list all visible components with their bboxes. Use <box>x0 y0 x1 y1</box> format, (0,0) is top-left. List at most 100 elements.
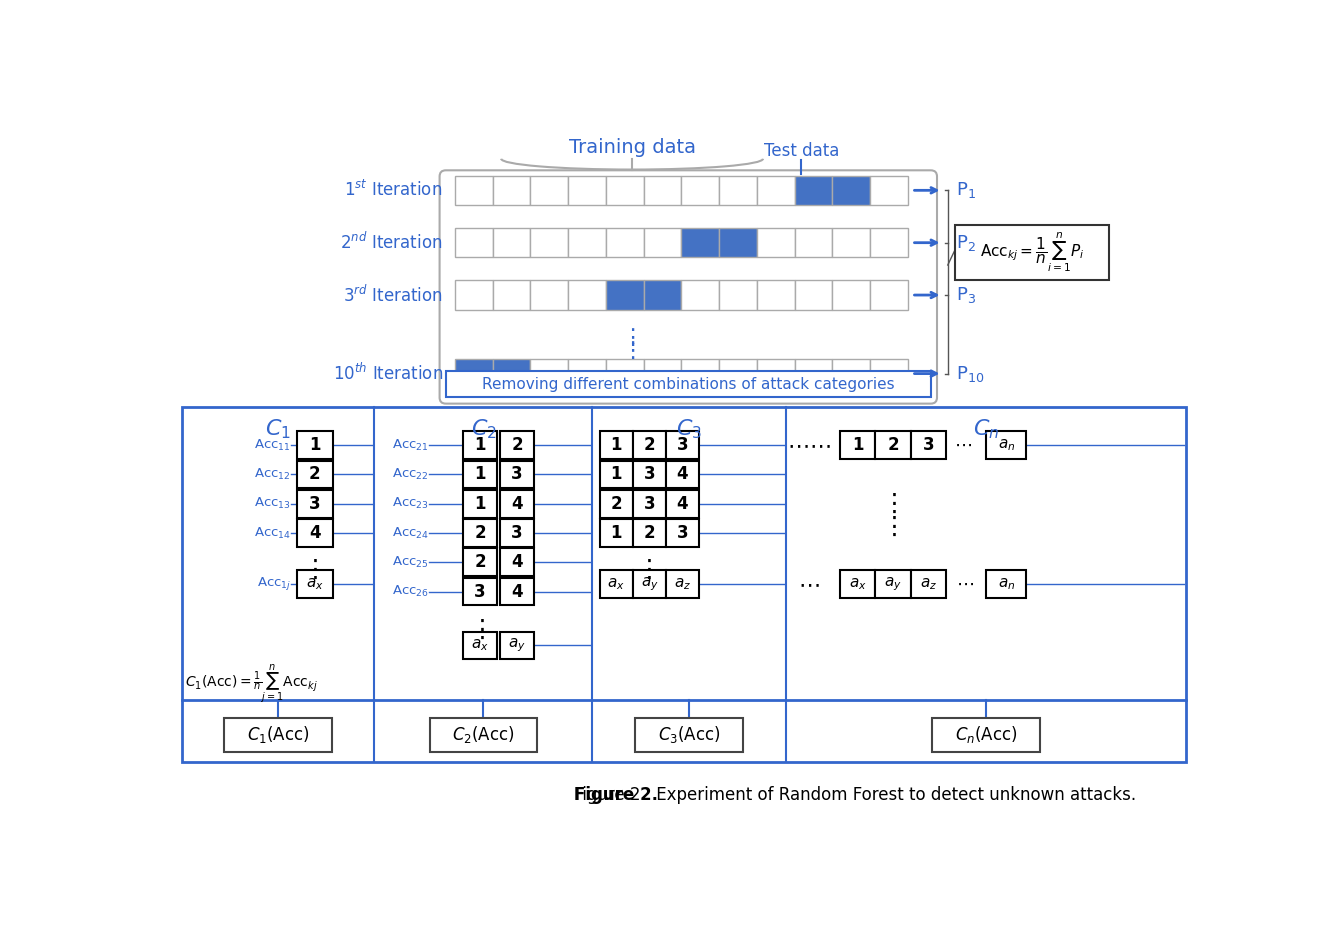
Text: $\mathrm{Acc}_{11}$: $\mathrm{Acc}_{11}$ <box>255 438 291 453</box>
Bar <box>463 631 498 659</box>
Text: 3: 3 <box>511 524 523 542</box>
Text: ⋮: ⋮ <box>470 618 495 642</box>
Bar <box>875 570 911 598</box>
Text: $a_x$: $a_x$ <box>848 576 867 592</box>
Bar <box>531 228 568 257</box>
Bar <box>224 718 332 751</box>
Text: 3: 3 <box>643 494 655 513</box>
Bar <box>568 175 606 205</box>
Text: Training data: Training data <box>568 138 695 157</box>
Bar <box>870 228 907 257</box>
Text: P$_2$: P$_2$ <box>956 233 976 252</box>
Text: 2: 2 <box>474 524 486 542</box>
Bar <box>666 570 699 598</box>
Text: P$_1$: P$_1$ <box>956 180 976 201</box>
Text: 2: 2 <box>309 465 320 483</box>
Text: $C_2(\mathrm{Acc})$: $C_2(\mathrm{Acc})$ <box>452 724 515 745</box>
Text: 1: 1 <box>852 436 863 454</box>
Bar <box>666 519 699 547</box>
Text: 4: 4 <box>309 524 320 542</box>
Bar <box>986 570 1026 598</box>
Bar <box>635 718 743 751</box>
Bar <box>911 431 946 459</box>
Bar <box>600 519 632 547</box>
Bar <box>840 570 875 598</box>
Bar <box>500 631 535 659</box>
Text: Figure 2.: Figure 2. <box>574 786 658 804</box>
Bar <box>832 175 870 205</box>
Bar <box>682 175 719 205</box>
Bar <box>719 280 756 310</box>
Text: $\cdots$: $\cdots$ <box>955 575 974 593</box>
Bar <box>955 225 1110 280</box>
Text: $C_n(\mathrm{Acc})$: $C_n(\mathrm{Acc})$ <box>955 724 1018 745</box>
Text: 4: 4 <box>676 494 688 513</box>
Text: $\cdots$: $\cdots$ <box>798 574 820 594</box>
Text: 3: 3 <box>511 465 523 483</box>
Bar <box>682 359 719 388</box>
Bar <box>632 570 666 598</box>
Bar <box>500 519 535 547</box>
Bar <box>632 519 666 547</box>
Bar <box>492 280 531 310</box>
Bar <box>568 228 606 257</box>
Bar <box>531 359 568 388</box>
Bar <box>606 228 643 257</box>
Text: $\mathrm{Acc}_{24}$: $\mathrm{Acc}_{24}$ <box>392 525 428 540</box>
Text: 2: 2 <box>643 436 655 454</box>
Text: 4: 4 <box>511 494 523 513</box>
Text: 2: 2 <box>511 436 523 454</box>
Text: $a_n$: $a_n$ <box>998 576 1015 592</box>
Text: 1: 1 <box>611 465 622 483</box>
Text: 10$^{th}$ Iteration: 10$^{th}$ Iteration <box>332 363 443 385</box>
Text: $C_3(\mathrm{Acc})$: $C_3(\mathrm{Acc})$ <box>658 724 720 745</box>
Bar <box>682 280 719 310</box>
Text: $a_z$: $a_z$ <box>674 576 691 592</box>
Text: 1: 1 <box>475 465 486 483</box>
Bar <box>719 359 756 388</box>
Bar <box>932 718 1041 751</box>
Text: ⋮: ⋮ <box>620 328 643 348</box>
Bar <box>455 175 492 205</box>
Bar <box>795 359 832 388</box>
Text: $\mathrm{Acc}_{1j}$: $\mathrm{Acc}_{1j}$ <box>256 575 291 592</box>
Bar <box>682 228 719 257</box>
Bar <box>600 431 632 459</box>
Text: Test data: Test data <box>764 142 839 160</box>
Text: Removing different combinations of attack categories: Removing different combinations of attac… <box>482 377 895 392</box>
Text: $C_1(\mathrm{Acc}) = \frac{1}{n}\sum_{j=1}^{n} \mathrm{Acc}_{kj}$: $C_1(\mathrm{Acc}) = \frac{1}{n}\sum_{j=… <box>185 663 319 706</box>
Bar <box>832 228 870 257</box>
Bar <box>632 431 666 459</box>
Bar <box>870 359 907 388</box>
Text: $\mathrm{Acc}_{23}$: $\mathrm{Acc}_{23}$ <box>392 496 428 511</box>
Text: $\mathrm{Acc}_{12}$: $\mathrm{Acc}_{12}$ <box>255 467 291 482</box>
Text: $a_z$: $a_z$ <box>920 576 936 592</box>
Text: $\mathrm{Acc}_{14}$: $\mathrm{Acc}_{14}$ <box>253 525 291 540</box>
Bar <box>870 175 907 205</box>
Bar <box>463 578 498 605</box>
Text: ⋮: ⋮ <box>303 558 327 582</box>
Text: 2: 2 <box>474 553 486 571</box>
Bar <box>643 175 682 205</box>
Text: $a_y$: $a_y$ <box>640 575 658 593</box>
Text: 3$^{rd}$ Iteration: 3$^{rd}$ Iteration <box>343 284 443 306</box>
Bar <box>832 359 870 388</box>
Text: ⋮: ⋮ <box>882 515 906 538</box>
Text: 1: 1 <box>309 436 320 454</box>
Bar <box>463 431 498 459</box>
Bar <box>500 461 535 489</box>
Text: $\mathrm{Acc}_{21}$: $\mathrm{Acc}_{21}$ <box>392 438 428 453</box>
Text: 4: 4 <box>676 465 688 483</box>
Bar <box>719 175 756 205</box>
Bar <box>455 280 492 310</box>
Bar <box>463 519 498 547</box>
Bar <box>911 570 946 598</box>
Text: ⋮: ⋮ <box>620 341 643 361</box>
Text: $a_y$: $a_y$ <box>884 575 902 593</box>
Bar <box>795 280 832 310</box>
Bar <box>600 490 632 518</box>
Text: $a_x$: $a_x$ <box>471 638 488 653</box>
Bar <box>446 371 931 398</box>
Text: 3: 3 <box>309 494 320 513</box>
Bar <box>643 228 682 257</box>
